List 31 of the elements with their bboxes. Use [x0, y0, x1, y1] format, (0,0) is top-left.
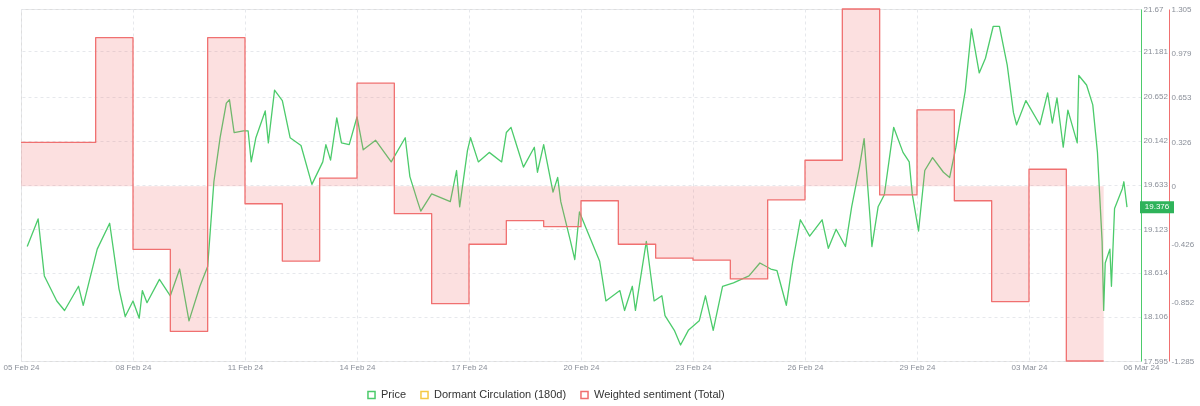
y-tick-label: 18.614	[1143, 268, 1169, 278]
y2-tick-label: -0.426	[1171, 239, 1195, 249]
y2-tick-label: 0.653	[1171, 93, 1193, 103]
y-tick-label: 19.633	[1143, 180, 1169, 190]
annotation: 19.376	[1144, 202, 1170, 212]
y2-tick-label: 1.305	[1171, 4, 1193, 14]
x-tick-label: 17 Feb 24	[451, 362, 489, 372]
y-tick-label: 19.123	[1143, 224, 1169, 234]
x-tick-label: 29 Feb 24	[899, 362, 937, 372]
legend-label: Weighted sentiment (Total)	[594, 387, 725, 400]
x-tick-label: 26 Feb 24	[787, 362, 825, 372]
y-tick-label: 21.67	[1143, 4, 1165, 14]
legend-label: Price	[381, 387, 407, 400]
y-tick-label: 21.181	[1143, 46, 1169, 56]
x-tick-label: 03 Mar 24	[1011, 362, 1049, 372]
y2-tick-label: -1.285	[1171, 356, 1195, 366]
y-tick-label: 17.595	[1143, 356, 1169, 366]
y2-tick-label: 0	[1171, 181, 1177, 191]
y2-tick-label: 0.979	[1171, 48, 1193, 58]
x-tick-label: 08 Feb 24	[115, 362, 153, 372]
y-tick-label: 20.142	[1143, 136, 1169, 146]
legend-label: Dormant Circulation (180d)	[434, 387, 567, 400]
y2-tick-label: -0.852	[1171, 297, 1195, 307]
x-tick-label: 20 Feb 24	[563, 362, 601, 372]
x-tick-label: 05 Feb 24	[3, 362, 41, 372]
y-tick-label: 20.652	[1143, 92, 1169, 102]
x-tick-label: 14 Feb 24	[339, 362, 377, 372]
y-tick-label: 18.106	[1143, 312, 1169, 322]
x-tick-label: 11 Feb 24	[227, 362, 264, 372]
y2-tick-label: 0.326	[1171, 137, 1193, 147]
x-tick-label: 23 Feb 24	[675, 362, 713, 372]
